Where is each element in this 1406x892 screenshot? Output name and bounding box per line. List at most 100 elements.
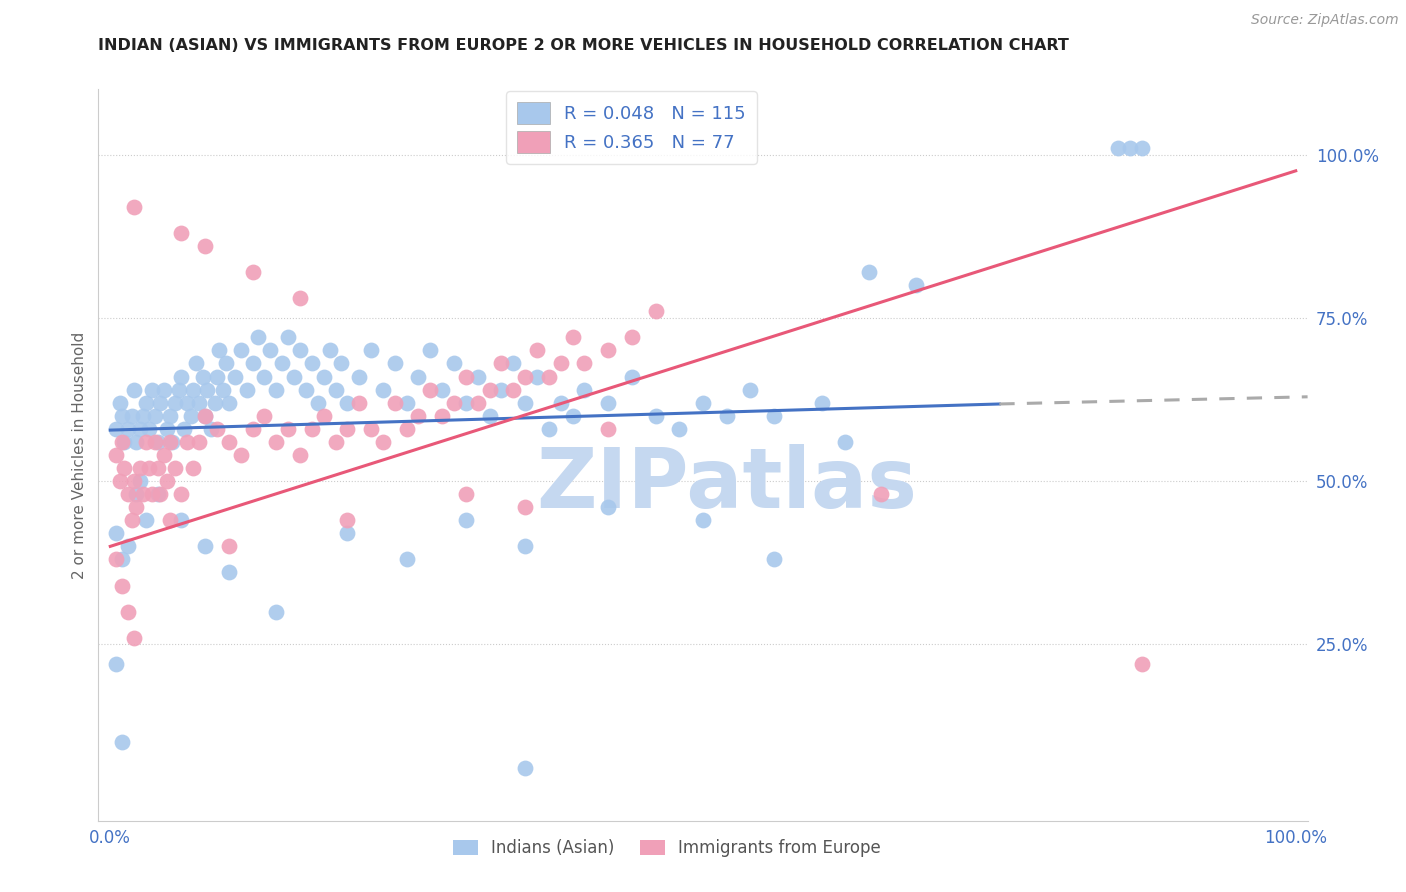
Point xyxy=(184,356,207,371)
Point xyxy=(149,487,172,501)
Point xyxy=(117,539,139,553)
Point xyxy=(200,422,222,436)
Y-axis label: 2 or more Vehicles in Household: 2 or more Vehicles in Household xyxy=(72,331,87,579)
Point xyxy=(208,343,231,358)
Point xyxy=(301,422,323,436)
Point xyxy=(515,761,537,775)
Point xyxy=(336,526,359,541)
Point xyxy=(242,422,264,436)
Point xyxy=(194,409,217,423)
Point xyxy=(135,513,157,527)
Point xyxy=(122,631,145,645)
Point xyxy=(188,434,211,449)
Point xyxy=(156,422,179,436)
Point xyxy=(181,461,204,475)
Point xyxy=(277,422,299,436)
Point xyxy=(205,369,228,384)
Point xyxy=(834,434,856,449)
Point xyxy=(242,265,264,279)
Point xyxy=(212,383,235,397)
Point xyxy=(491,356,513,371)
Point xyxy=(218,566,240,580)
Point xyxy=(181,383,204,397)
Point xyxy=(288,343,311,358)
Point xyxy=(454,487,477,501)
Point xyxy=(905,278,928,293)
Point xyxy=(160,434,183,449)
Point xyxy=(277,330,299,344)
Point xyxy=(325,434,347,449)
Point xyxy=(121,513,143,527)
Point xyxy=(574,383,596,397)
Point xyxy=(347,369,370,384)
Point xyxy=(478,409,501,423)
Point xyxy=(224,369,246,384)
Text: INDIAN (ASIAN) VS IMMIGRANTS FROM EUROPE 2 OR MORE VEHICLES IN HOUSEHOLD CORRELA: INDIAN (ASIAN) VS IMMIGRANTS FROM EUROPE… xyxy=(98,38,1070,53)
Point xyxy=(620,330,643,344)
Point xyxy=(125,487,148,501)
Point xyxy=(336,395,359,409)
Point xyxy=(111,552,134,566)
Point xyxy=(312,369,335,384)
Point xyxy=(146,461,169,475)
Point xyxy=(149,395,172,409)
Point xyxy=(170,369,193,384)
Point xyxy=(307,395,329,409)
Point xyxy=(515,500,537,515)
Point xyxy=(264,605,287,619)
Point xyxy=(454,369,477,384)
Point xyxy=(114,461,136,475)
Point xyxy=(264,434,287,449)
Point xyxy=(259,343,281,358)
Point xyxy=(111,578,134,592)
Text: ZIPatlas: ZIPatlas xyxy=(537,443,918,524)
Point xyxy=(763,552,786,566)
Point xyxy=(692,395,714,409)
Point xyxy=(129,461,152,475)
Point xyxy=(138,461,160,475)
Point xyxy=(138,422,160,436)
Point xyxy=(173,422,195,436)
Point xyxy=(159,434,181,449)
Point xyxy=(454,395,477,409)
Point xyxy=(180,409,202,423)
Point xyxy=(312,409,335,423)
Point xyxy=(491,383,513,397)
Point xyxy=(419,343,441,358)
Point xyxy=(194,239,217,253)
Point xyxy=(247,330,270,344)
Point xyxy=(152,448,174,462)
Point xyxy=(1130,141,1153,155)
Point xyxy=(129,474,152,488)
Point xyxy=(229,343,252,358)
Point xyxy=(692,513,714,527)
Point xyxy=(288,291,311,305)
Point xyxy=(125,500,148,515)
Point xyxy=(644,409,666,423)
Point xyxy=(644,304,666,318)
Point xyxy=(620,369,643,384)
Point xyxy=(330,356,353,371)
Point xyxy=(561,330,583,344)
Point xyxy=(668,422,690,436)
Point xyxy=(295,383,318,397)
Point xyxy=(218,434,240,449)
Point xyxy=(763,409,786,423)
Point xyxy=(598,343,620,358)
Point xyxy=(502,356,524,371)
Point xyxy=(336,422,359,436)
Point xyxy=(301,356,323,371)
Point xyxy=(132,409,155,423)
Point xyxy=(204,395,226,409)
Point xyxy=(170,487,193,501)
Point xyxy=(156,474,179,488)
Point xyxy=(478,383,501,397)
Point xyxy=(105,422,128,436)
Point xyxy=(318,343,340,358)
Point xyxy=(105,448,128,462)
Point xyxy=(360,343,382,358)
Point xyxy=(574,356,596,371)
Point xyxy=(129,422,152,436)
Point xyxy=(108,474,131,488)
Point xyxy=(122,474,145,488)
